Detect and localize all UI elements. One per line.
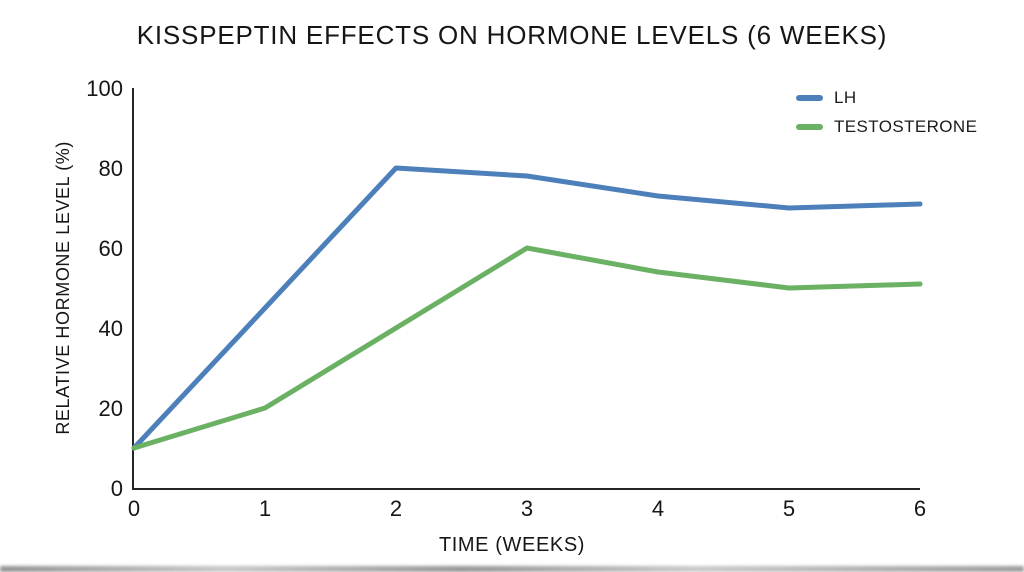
legend: LH TESTOSTERONE bbox=[796, 85, 977, 143]
y-axis-title-text: RELATIVE HORMONE LEVEL (%) bbox=[52, 141, 73, 435]
legend-row-testosterone: TESTOSTERONE bbox=[796, 114, 977, 140]
chart-title: KISSPEPTIN EFFECTS ON HORMONE LEVELS (6 … bbox=[136, 20, 888, 50]
plot-area: 0 20 40 60 80 100 0 1 2 3 4 5 6 bbox=[86, 78, 926, 520]
legend-row-lh: LH bbox=[796, 85, 977, 111]
y-tick-label-0: 0 bbox=[110, 476, 123, 501]
legend-swatch-lh bbox=[796, 95, 823, 101]
y-tick-label-60: 60 bbox=[98, 236, 123, 261]
x-tick-label-0: 0 bbox=[127, 496, 141, 521]
legend-label-testosterone: TESTOSTERONE bbox=[834, 117, 978, 136]
y-axis-title: RELATIVE HORMONE LEVEL (%) bbox=[46, 88, 80, 488]
x-axis-title: TIME (WEEKS) bbox=[438, 534, 586, 556]
legend-label-lh: LH bbox=[834, 88, 857, 107]
y-tick-label-40: 40 bbox=[98, 316, 123, 341]
x-tick-label-4: 4 bbox=[651, 496, 665, 521]
line-chart bbox=[131, 165, 923, 451]
bottom-edge-artifact bbox=[0, 566, 1024, 572]
series-line-testosterone bbox=[131, 245, 923, 451]
x-tick-label-6: 6 bbox=[913, 496, 927, 521]
x-tick-label-1: 1 bbox=[258, 496, 272, 521]
y-tick-label-100: 100 bbox=[86, 76, 123, 101]
series-line-lh bbox=[131, 165, 923, 451]
y-tick-label-80: 80 bbox=[98, 156, 123, 181]
y-tick-label-20: 20 bbox=[98, 396, 123, 421]
x-tick-label-3: 3 bbox=[520, 496, 534, 521]
x-tick-label-5: 5 bbox=[782, 496, 796, 521]
x-tick-label-2: 2 bbox=[389, 496, 403, 521]
legend-swatch-testosterone bbox=[796, 124, 823, 130]
